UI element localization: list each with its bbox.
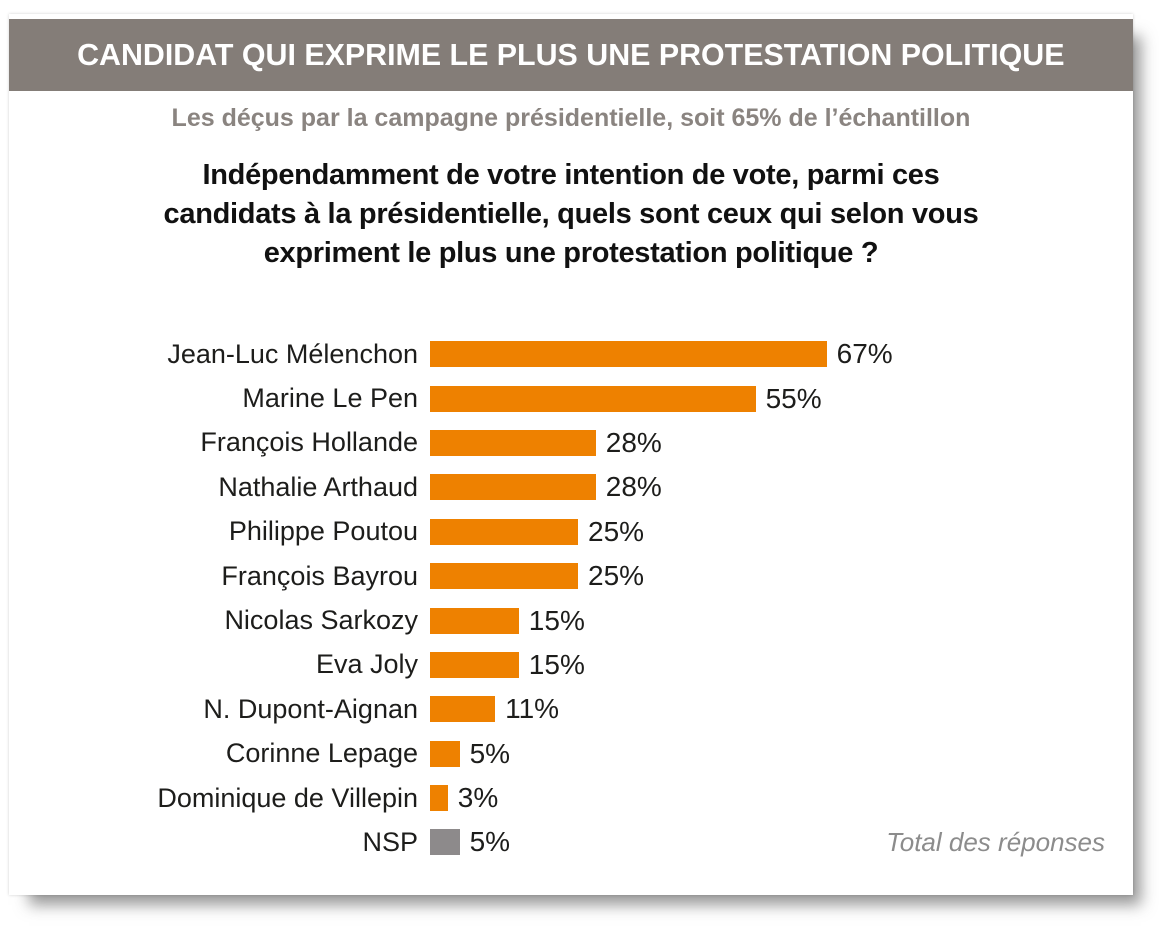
- candidate-label: Nicolas Sarkozy: [224, 605, 418, 636]
- value-bar: [430, 829, 460, 856]
- candidate-label: Corinne Lepage: [225, 738, 418, 769]
- bar-row: Jean-Luc Mélenchon 67%: [9, 332, 1133, 376]
- bar-row: Philippe Poutou 25%: [9, 510, 1133, 554]
- page-title: CANDIDAT QUI EXPRIME LE PLUS UNE PROTEST…: [77, 37, 1065, 72]
- value-bar: [430, 696, 496, 723]
- bar-row: Dominique de Villepin 3%: [9, 776, 1133, 820]
- title-banner: CANDIDAT QUI EXPRIME LE PLUS UNE PROTEST…: [9, 19, 1133, 91]
- candidate-label: N. Dupont-Aignan: [203, 693, 418, 724]
- candidate-label: Dominique de Villepin: [157, 782, 418, 813]
- bar-row: Eva Joly 15%: [9, 643, 1133, 687]
- bar-row: François Bayrou 25%: [9, 554, 1133, 598]
- value-label: 5%: [469, 826, 511, 858]
- value-bar: [430, 607, 519, 634]
- candidate-label: Nathalie Arthaud: [218, 471, 418, 502]
- value-label: 5%: [469, 737, 511, 769]
- value-bar: [430, 563, 578, 590]
- bar-row: Nicolas Sarkozy 15%: [9, 598, 1133, 642]
- bar-row: Corinne Lepage 5%: [9, 732, 1133, 776]
- value-bar: [430, 385, 756, 412]
- value-label: 28%: [605, 471, 662, 503]
- value-bar: [430, 740, 460, 767]
- slide-card: CANDIDAT QUI EXPRIME LE PLUS UNE PROTEST…: [9, 14, 1133, 895]
- bar-rows-container: Jean-Luc Mélenchon 67% Marine Le Pen 55%…: [9, 332, 1133, 865]
- candidate-label: François Hollande: [200, 427, 418, 458]
- value-label: 25%: [588, 515, 645, 547]
- value-label: 25%: [588, 560, 645, 592]
- value-bar: [430, 518, 578, 545]
- value-label: 67%: [836, 338, 893, 370]
- bar-chart: Jean-Luc Mélenchon 67% Marine Le Pen 55%…: [9, 332, 1133, 872]
- value-bar: [430, 341, 827, 368]
- survey-question: Indépendamment de votre intention de vot…: [163, 159, 979, 269]
- candidate-label: François Bayrou: [221, 560, 418, 591]
- bar-row: François Hollande 28%: [9, 421, 1133, 465]
- value-bar: [430, 429, 596, 456]
- sample-subtitle: Les déçus par la campagne présidentielle…: [171, 104, 971, 132]
- value-label: 28%: [605, 426, 662, 458]
- candidate-label: Marine Le Pen: [242, 383, 418, 414]
- bar-row: NSP 5%: [9, 820, 1133, 864]
- value-bar: [430, 651, 519, 678]
- value-label: 3%: [457, 782, 499, 814]
- bar-row: Nathalie Arthaud 28%: [9, 465, 1133, 509]
- value-label: 55%: [765, 382, 822, 414]
- candidate-label: Jean-Luc Mélenchon: [167, 338, 418, 369]
- value-label: 15%: [528, 604, 585, 636]
- candidate-label: Philippe Poutou: [228, 516, 418, 547]
- value-label: 15%: [528, 648, 585, 680]
- candidate-label: NSP: [362, 826, 418, 857]
- value-bar: [430, 785, 448, 812]
- total-responses-note: Total des réponses: [886, 827, 1105, 857]
- value-label: 11%: [505, 693, 560, 725]
- value-bar: [430, 474, 596, 501]
- bar-row: N. Dupont-Aignan 11%: [9, 687, 1133, 731]
- candidate-label: Eva Joly: [315, 649, 418, 680]
- bar-row: Marine Le Pen 55%: [9, 376, 1133, 420]
